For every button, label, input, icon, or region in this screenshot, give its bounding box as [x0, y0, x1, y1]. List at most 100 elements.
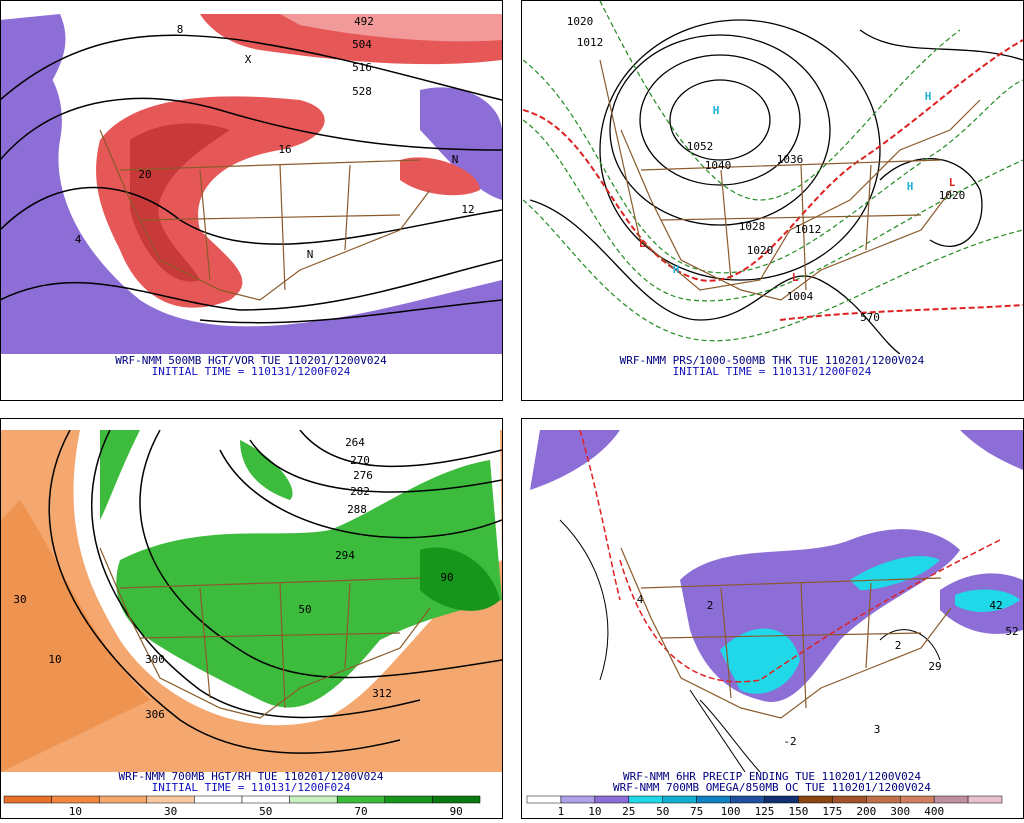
subcaption: INITIAL TIME = 110131/1200F024 [152, 781, 351, 794]
country-border [99, 547, 431, 719]
contour-label: X [245, 53, 252, 66]
colorbar-swatch [194, 795, 243, 804]
colorbar-swatch [526, 795, 562, 804]
colorbar-label: 100 [721, 805, 741, 818]
colorbar-swatch [51, 795, 100, 804]
contour-label: 10 [48, 653, 61, 666]
contour-label: 90 [440, 571, 453, 584]
subcaption: WRF-NMM 700MB OMEGA/850MB OC TUE 110201/… [613, 781, 931, 794]
colorbar-swatch [98, 795, 148, 804]
contour-label: 294 [335, 549, 355, 562]
subcaption: INITIAL TIME = 110131/1200F024 [152, 365, 351, 378]
pressure-center: L [639, 237, 646, 250]
contour-label: 270 [350, 454, 370, 467]
colorbar-swatch [764, 795, 799, 804]
contour-label: 1036 [777, 153, 804, 166]
contour-label: N [452, 153, 459, 166]
contour-label: 30 [13, 593, 26, 606]
caption: WRF-NMM 6HR PRECIP ENDING TUE 110201/120… [623, 770, 921, 783]
contour-label: -2 [783, 735, 796, 748]
map-pressure [523, 1, 1023, 354]
colorbar-swatch [560, 795, 596, 804]
pressure-center: H [907, 180, 914, 193]
colorbar-swatch [336, 795, 386, 804]
map-500mb [1, 14, 502, 354]
colorbar-swatch [432, 795, 481, 804]
colorbar-label: 150 [788, 805, 808, 818]
borders [99, 129, 952, 719]
contour-label: 1052 [687, 140, 714, 153]
pressure-center: L [949, 176, 956, 189]
country-border [620, 129, 952, 301]
contour-label: 306 [145, 708, 165, 721]
colorbar-label: 50 [259, 805, 272, 818]
pressure-center: L [792, 271, 799, 284]
caption: WRF-NMM 500MB HGT/VOR TUE 110201/1200V02… [115, 354, 387, 367]
contour-label: 2 [707, 599, 714, 612]
contour-label: 16 [278, 143, 291, 156]
contour-label: 264 [345, 436, 365, 449]
contour-label: 8 [177, 23, 184, 36]
contour-label: 282 [350, 485, 370, 498]
contour-label: 20 [138, 168, 151, 181]
contour-label: 276 [353, 469, 373, 482]
contour-label: N [307, 248, 314, 261]
contour-label: 2 [895, 639, 902, 652]
contour-label: 504 [352, 38, 372, 51]
contour-label: 42 [989, 599, 1002, 612]
colorbar-label: 25 [622, 805, 635, 818]
country-border [620, 547, 952, 719]
colorbar-swatch [899, 795, 935, 804]
pressure-center: H [713, 104, 720, 117]
contour-label: 528 [352, 85, 372, 98]
contour-label: 1020 [747, 244, 774, 257]
contour-label: 50 [298, 603, 311, 616]
colorbar-swatch [146, 795, 195, 804]
colorbar-label: 400 [924, 805, 944, 818]
colorbar-swatch [241, 795, 290, 804]
contour-label: 1004 [787, 290, 814, 303]
contour-label: 570 [860, 311, 880, 324]
pressure-center: H [673, 263, 680, 276]
colorbar-label: 75 [690, 805, 703, 818]
colorbar-swatch [832, 795, 867, 804]
contour-label: 300 [145, 653, 165, 666]
contour-label: 312 [372, 687, 392, 700]
colorbar-label: 175 [822, 805, 842, 818]
colorbar-label: 10 [588, 805, 601, 818]
map-700mb [1, 430, 502, 772]
colorbar-swatch [933, 795, 969, 804]
colorbar-swatch [730, 795, 765, 804]
contour-label: 3 [874, 723, 881, 736]
subcaption: INITIAL TIME = 110131/1200F024 [673, 365, 872, 378]
contour-label: 4 [75, 233, 82, 246]
contour-label: 288 [347, 503, 367, 516]
contour-label: 52 [1005, 625, 1018, 638]
colorbar-label: 125 [755, 805, 775, 818]
contour-label: 1020 [939, 189, 966, 202]
caption: WRF-NMM 700MB HGT/RH TUE 110201/1200V024 [119, 770, 384, 783]
contour-label: 1012 [577, 36, 604, 49]
colorbar-label: 50 [656, 805, 669, 818]
colorbar-swatch [866, 795, 901, 804]
contour-label: 1020 [567, 15, 594, 28]
colorbar-swatch [384, 795, 433, 804]
colorbar-label: 90 [450, 805, 463, 818]
colorbar-swatch [967, 795, 1003, 804]
colorbar-label: 70 [354, 805, 367, 818]
contour-label: 1040 [705, 159, 732, 172]
colorbar-swatch [594, 795, 630, 804]
caption: WRF-NMM PRS/1000-500MB THK TUE 110201/12… [620, 354, 925, 367]
pressure-center: H [925, 90, 932, 103]
contour-label: 492 [354, 15, 374, 28]
colorbar-label: 300 [890, 805, 910, 818]
colorbar-swatch [3, 795, 52, 804]
contour-label: 29 [928, 660, 941, 673]
colorbar-swatch [662, 795, 697, 804]
map-precip [523, 430, 1023, 772]
country-border [99, 129, 431, 301]
panel-frame [0, 0, 503, 401]
colorbar-swatch [798, 795, 833, 804]
contour-label: 1012 [795, 223, 822, 236]
